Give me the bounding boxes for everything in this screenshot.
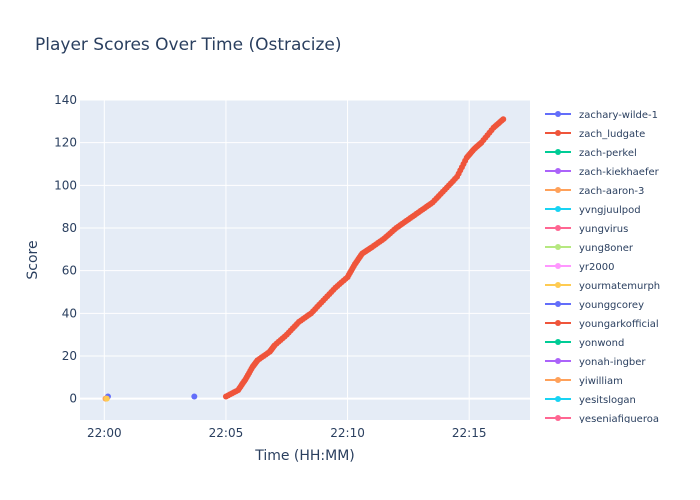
legend-label: younggcorey: [579, 300, 644, 311]
y-tick-label: 0: [69, 392, 77, 406]
legend-marker-swatch: [555, 320, 561, 326]
x-axis-title: Time (HH:MM): [254, 448, 355, 464]
legend-marker-swatch: [555, 377, 561, 383]
tick-labels: 0 20 40 60 80 100 120 140 22:00 22:05 22:10 22:15: [54, 93, 486, 440]
series-marks: [102, 116, 507, 402]
legend-label: yung8oner: [579, 243, 634, 254]
legend-label: youngarkofficial: [579, 319, 659, 330]
legend-label: zach-perkel: [579, 148, 637, 159]
legend-item[interactable]: yungvirus: [545, 224, 628, 235]
y-tick-label: 140: [54, 93, 77, 107]
legend-label: zachary-wilde-1: [579, 110, 658, 121]
legend-marker-swatch: [555, 187, 561, 193]
legend-item[interactable]: yourmatemurph: [545, 281, 660, 292]
legend-marker-swatch: [555, 282, 561, 288]
legend-item[interactable]: younggcorey: [545, 300, 644, 311]
legend-item[interactable]: zach_ludgate: [545, 129, 645, 140]
legend-label: yonah-ingber: [579, 357, 646, 368]
y-tick-label: 120: [54, 136, 77, 150]
legend-item[interactable]: youngarkofficial: [545, 319, 659, 330]
legend[interactable]: zachary-wilde-1 zach_ludgate zach-perkel za…: [545, 110, 660, 425]
legend-item[interactable]: yonah-ingber: [545, 357, 646, 368]
legend-item[interactable]: zachary-wilde-1: [545, 110, 658, 121]
legend-item[interactable]: yesitslogan: [545, 395, 636, 406]
legend-item[interactable]: zach-kiekhaefer: [545, 167, 660, 178]
legend-label: yungvirus: [579, 224, 628, 235]
legend-marker-swatch: [555, 301, 561, 307]
legend-marker-swatch: [555, 396, 561, 402]
y-tick-label: 40: [62, 306, 77, 320]
y-tick-label: 20: [62, 349, 77, 363]
legend-marker-swatch: [555, 168, 561, 174]
legend-item[interactable]: zach-aaron-3: [545, 186, 644, 197]
legend-marker-swatch: [555, 358, 561, 364]
legend-item[interactable]: yr2000: [545, 262, 614, 273]
x-tick-label: 22:00: [87, 426, 122, 440]
legend-marker-swatch: [555, 111, 561, 117]
legend-item[interactable]: yung8oner: [545, 243, 634, 254]
data-point[interactable]: [191, 393, 198, 400]
legend-label: yr2000: [579, 262, 614, 273]
legend-item[interactable]: yvngjuulpod: [545, 205, 641, 216]
legend-marker-swatch: [555, 263, 561, 269]
legend-marker-swatch: [555, 244, 561, 250]
data-point[interactable]: [103, 395, 110, 402]
series-yourmatemurph: [103, 395, 110, 402]
x-tick-label: 22:15: [452, 426, 487, 440]
legend-label: yourmatemurph: [579, 281, 660, 292]
data-point[interactable]: [500, 116, 507, 123]
legend-item[interactable]: zach-perkel: [545, 148, 637, 159]
legend-label: yesitslogan: [579, 395, 636, 406]
legend-item[interactable]: yeseniafigueroa: [545, 414, 659, 425]
legend-marker-swatch: [555, 415, 561, 421]
y-tick-label: 80: [62, 221, 77, 235]
legend-label: zach-kiekhaefer: [579, 167, 660, 178]
series-younggcorey: [191, 393, 198, 400]
legend-label: yvngjuulpod: [579, 205, 641, 216]
legend-marker-swatch: [555, 130, 561, 136]
plot-background: [80, 100, 530, 420]
legend-label: zach_ludgate: [579, 129, 645, 140]
x-tick-label: 22:05: [209, 426, 244, 440]
x-tick-label: 22:10: [330, 426, 365, 440]
legend-label: zach-aaron-3: [579, 186, 644, 197]
legend-marker-swatch: [555, 149, 561, 155]
y-tick-label: 60: [62, 264, 77, 278]
legend-marker-swatch: [555, 339, 561, 345]
chart-title: Player Scores Over Time (Ostracize): [35, 35, 342, 55]
legend-marker-swatch: [555, 206, 561, 212]
legend-label: yonwond: [579, 338, 624, 349]
legend-item[interactable]: yonwond: [545, 338, 624, 349]
series-youngarkofficial: [222, 116, 507, 400]
legend-marker-swatch: [555, 225, 561, 231]
y-axis-title: Score: [25, 240, 41, 279]
legend-label: yeseniafigueroa: [579, 414, 659, 425]
legend-label: yiwilliam: [579, 376, 623, 387]
y-tick-label: 100: [54, 178, 77, 192]
legend-item[interactable]: yiwilliam: [545, 376, 623, 387]
